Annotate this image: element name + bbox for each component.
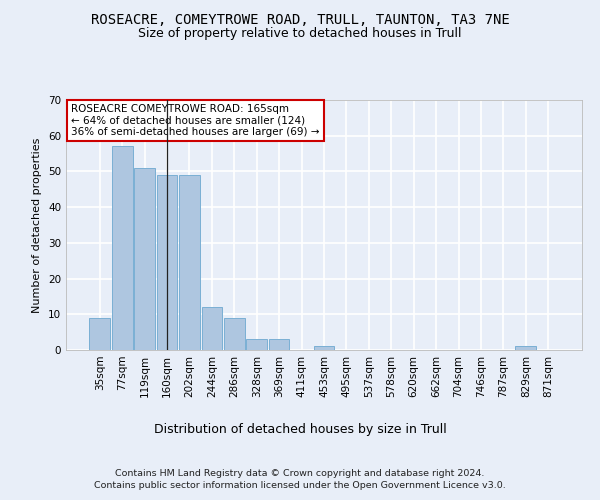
- Bar: [112, 146, 133, 350]
- Bar: [179, 175, 200, 350]
- Text: Distribution of detached houses by size in Trull: Distribution of detached houses by size …: [154, 422, 446, 436]
- Bar: [314, 346, 334, 350]
- Bar: [247, 340, 267, 350]
- Text: ROSEACRE, COMEYTROWE ROAD, TRULL, TAUNTON, TA3 7NE: ROSEACRE, COMEYTROWE ROAD, TRULL, TAUNTO…: [91, 12, 509, 26]
- Bar: [224, 318, 245, 350]
- Bar: [269, 340, 289, 350]
- Text: Size of property relative to detached houses in Trull: Size of property relative to detached ho…: [138, 28, 462, 40]
- Y-axis label: Number of detached properties: Number of detached properties: [32, 138, 43, 312]
- Text: ROSEACRE COMEYTROWE ROAD: 165sqm
← 64% of detached houses are smaller (124)
36% : ROSEACRE COMEYTROWE ROAD: 165sqm ← 64% o…: [71, 104, 320, 137]
- Text: Contains HM Land Registry data © Crown copyright and database right 2024.
Contai: Contains HM Land Registry data © Crown c…: [94, 468, 506, 490]
- Bar: [202, 307, 222, 350]
- Bar: [89, 318, 110, 350]
- Bar: [157, 175, 178, 350]
- Bar: [134, 168, 155, 350]
- Bar: [515, 346, 536, 350]
